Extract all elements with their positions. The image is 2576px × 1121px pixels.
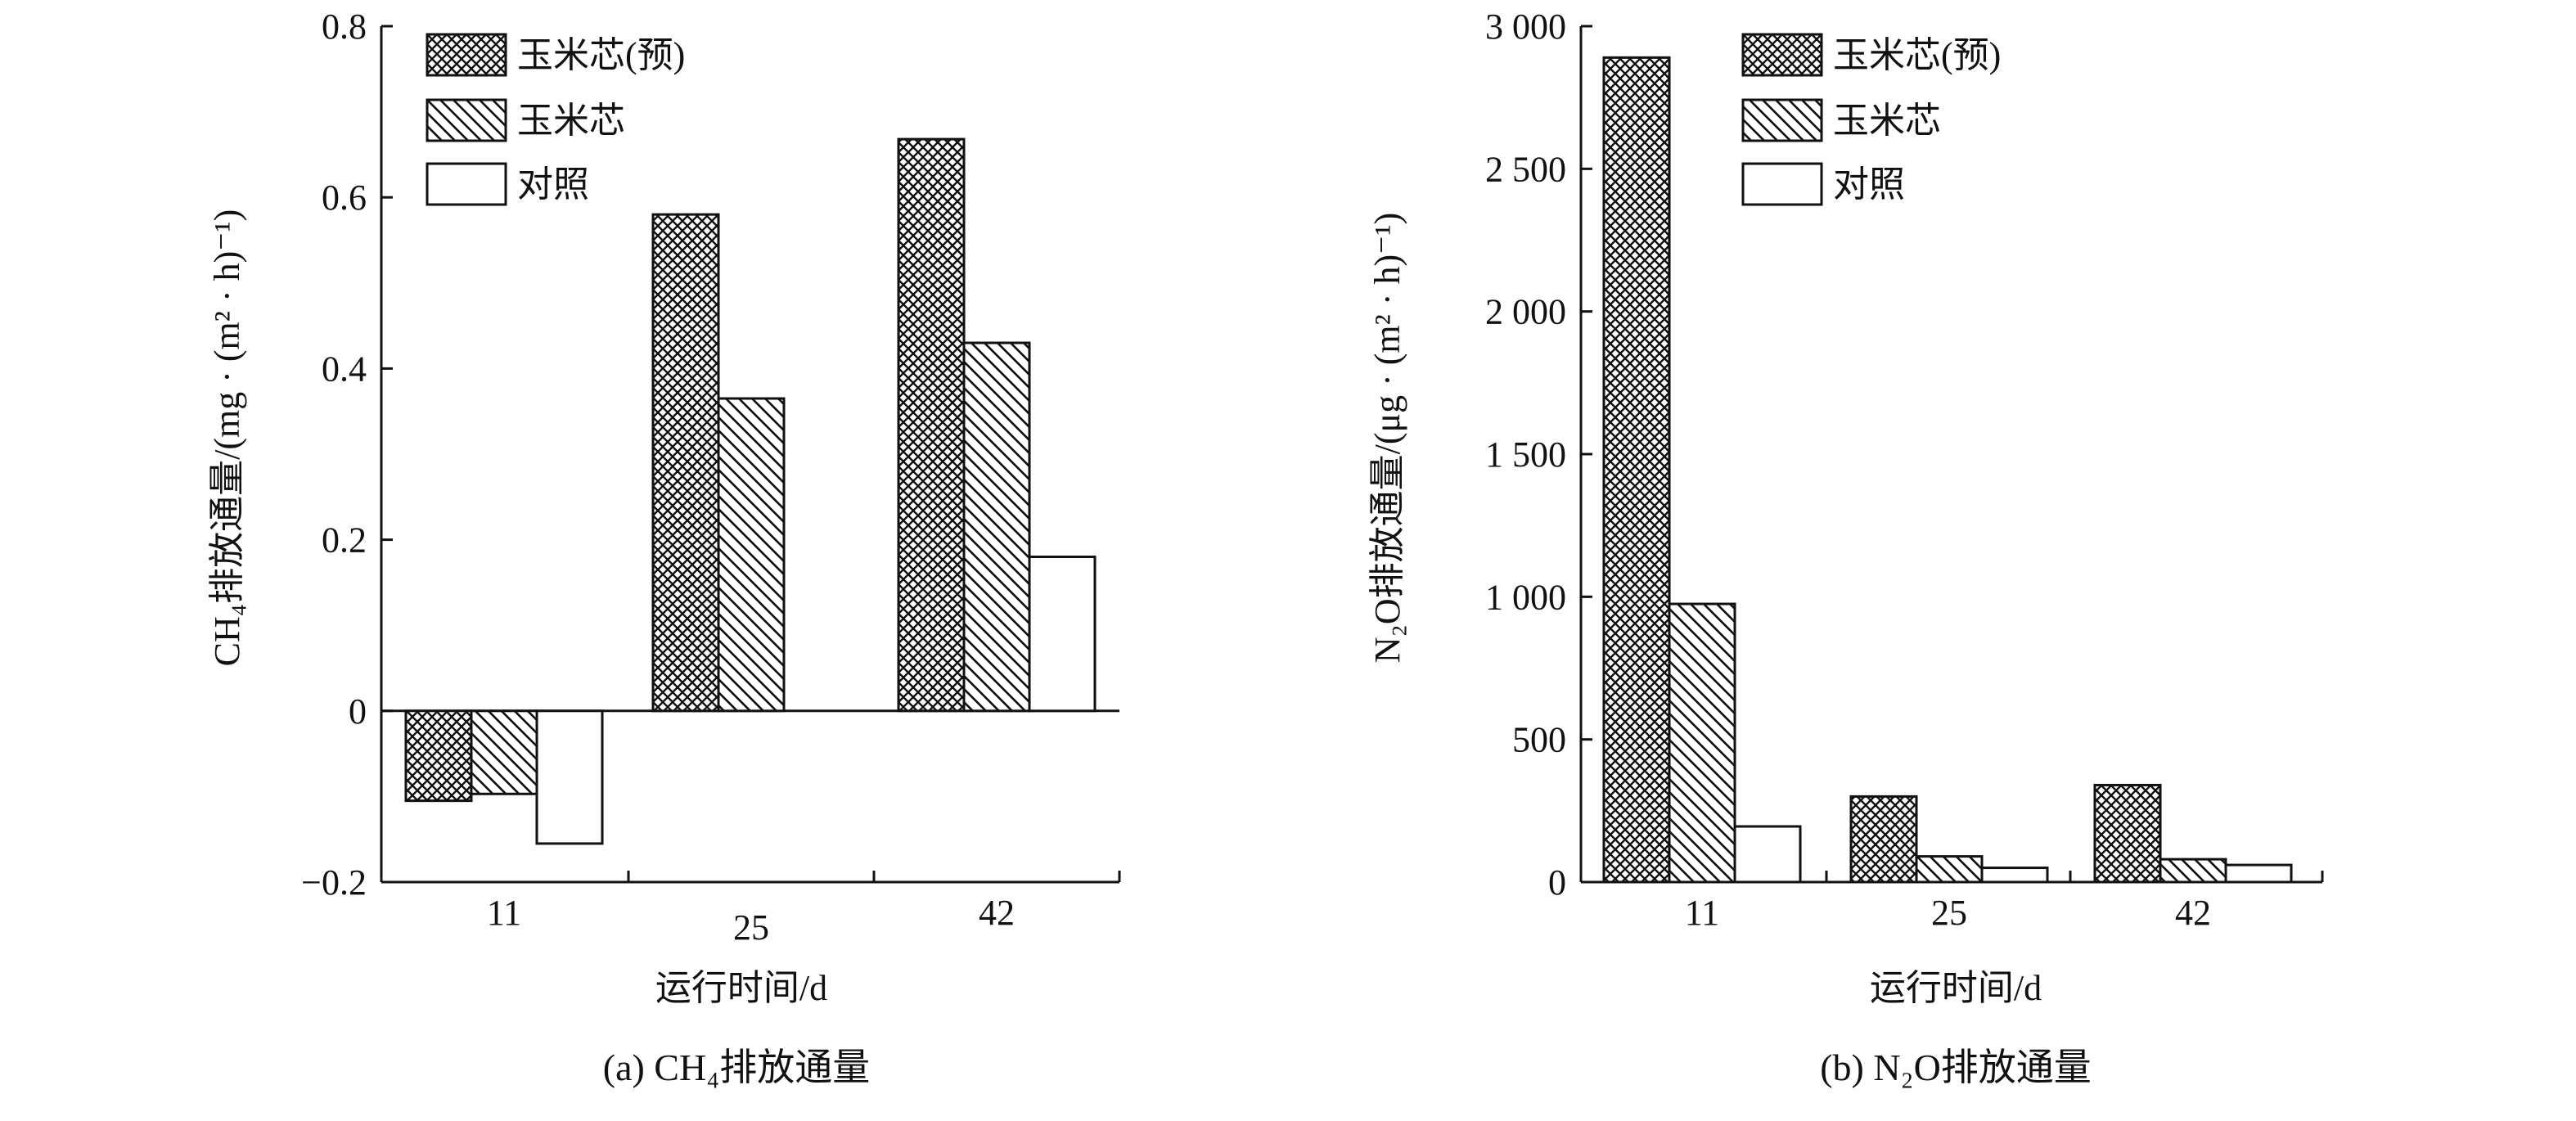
bar-diagonal-11 <box>1668 602 1736 884</box>
y-tick-label: 0.6 <box>322 178 367 218</box>
y-tick-label: 1 500 <box>1485 434 1566 475</box>
x-tick-label: 11 <box>1685 893 1719 933</box>
y-tick-label: 0.2 <box>322 520 367 560</box>
x-tick-label: 25 <box>733 907 769 948</box>
x-tick-label: 11 <box>487 893 521 933</box>
bar-blank-42 <box>1028 556 1097 713</box>
y-tick-label: 0 <box>349 691 367 732</box>
bar-crosshatch-42 <box>897 137 966 713</box>
legend-label: 玉米芯(预) <box>517 35 685 75</box>
bar-crosshatch-42 <box>2093 783 2162 884</box>
bar-diagonal-11 <box>470 709 538 795</box>
y-tick-label: 2 500 <box>1485 149 1566 189</box>
chart-a: −0.2 0 0.2 0.4 0.6 0.8 11 25 42 运行时间/d CH₄排放通量/(mg… <box>207 7 1121 1088</box>
legend-label: 对照 <box>1833 164 1905 205</box>
legend-label: 玉米芯 <box>517 101 625 141</box>
legend-swatch-diagonal <box>1741 98 1823 142</box>
y-tick-label: 0.4 <box>322 349 367 389</box>
x-tick-label: 25 <box>1931 893 1967 933</box>
y-tick-label: 500 <box>1512 720 1566 760</box>
x-tick-label: 42 <box>2175 893 2211 933</box>
bar-diagonal-42 <box>962 341 1031 713</box>
legend-label: 玉米芯(预) <box>1833 35 2001 75</box>
x-axis-title: 运行时间/d <box>1870 968 2042 1008</box>
chart-caption: (a) CH₄排放通量 <box>603 1047 871 1088</box>
bar-blank-42 <box>2224 863 2293 884</box>
legend-swatch-blank <box>426 162 507 206</box>
legend-swatch-blank <box>1741 162 1823 206</box>
chart-caption: (b) N₂O排放通量 <box>1820 1047 2092 1088</box>
bar-diagonal-25 <box>717 397 786 713</box>
legend-label: 对照 <box>517 164 589 205</box>
y-tick-label: 1 000 <box>1485 577 1566 617</box>
bar-blank-11 <box>535 709 604 845</box>
y-tick-label: 0.8 <box>322 7 367 47</box>
chart-b: 0 500 1 000 1 500 2 000 2 500 3 000 11 25 42 运行时间/… <box>1367 7 2324 1088</box>
y-axis-title: N₂O排放通量/(μg · (m² · h)⁻¹) <box>1367 213 1407 663</box>
y-tick-label: 2 000 <box>1485 292 1566 332</box>
bar-crosshatch-25 <box>651 213 720 713</box>
y-tick-label: 0 <box>1548 862 1566 903</box>
y-tick-label: −0.2 <box>301 862 367 903</box>
legend-label: 玉米芯 <box>1833 101 1941 141</box>
legend-swatch-crosshatch <box>1741 33 1823 77</box>
x-tick-label: 42 <box>979 893 1015 933</box>
x-axis-title: 运行时间/d <box>655 968 827 1008</box>
bar-crosshatch-25 <box>1849 795 1918 884</box>
y-axis-title: CH₄排放通量/(mg · (m² · h)⁻¹) <box>207 209 247 667</box>
bar-crosshatch-11 <box>404 709 473 803</box>
bar-diagonal-42 <box>2159 858 2227 884</box>
bar-blank-11 <box>1733 825 1802 884</box>
legend-swatch-crosshatch <box>426 33 507 77</box>
y-tick-label: 3 000 <box>1485 7 1566 47</box>
bar-diagonal-25 <box>1915 855 1984 884</box>
legend-swatch-diagonal <box>426 98 507 142</box>
bar-blank-25 <box>1980 867 2049 884</box>
bar-crosshatch-11 <box>1602 56 1671 884</box>
